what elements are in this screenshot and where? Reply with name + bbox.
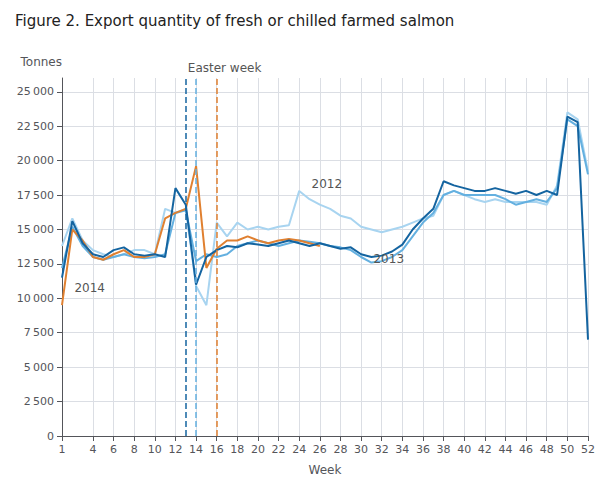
svg-text:15 000: 15 000	[17, 223, 54, 236]
svg-text:44: 44	[498, 443, 512, 456]
svg-text:8: 8	[131, 443, 138, 456]
svg-text:Week: Week	[309, 463, 342, 477]
svg-text:0: 0	[47, 430, 54, 443]
svg-text:10: 10	[148, 443, 162, 456]
svg-text:17 500: 17 500	[17, 189, 54, 202]
svg-text:52: 52	[581, 443, 595, 456]
svg-text:30: 30	[354, 443, 368, 456]
svg-text:12: 12	[168, 443, 182, 456]
svg-text:Easter week: Easter week	[188, 61, 262, 75]
svg-text:20: 20	[251, 443, 265, 456]
svg-text:Tonnes: Tonnes	[20, 55, 62, 69]
svg-text:32: 32	[375, 443, 389, 456]
svg-text:22 500: 22 500	[17, 120, 54, 133]
svg-text:22: 22	[272, 443, 286, 456]
svg-text:25 000: 25 000	[17, 85, 54, 98]
svg-text:10 000: 10 000	[17, 292, 54, 305]
svg-text:18: 18	[230, 443, 244, 456]
svg-text:2014: 2014	[74, 281, 105, 295]
svg-text:7 500: 7 500	[24, 326, 54, 339]
svg-text:2013: 2013	[373, 252, 404, 266]
svg-text:2012: 2012	[312, 177, 343, 191]
svg-text:34: 34	[395, 443, 409, 456]
svg-text:38: 38	[437, 443, 451, 456]
svg-text:50: 50	[560, 443, 574, 456]
svg-text:46: 46	[519, 443, 533, 456]
svg-text:1: 1	[59, 443, 66, 456]
svg-text:28: 28	[333, 443, 347, 456]
svg-text:42: 42	[478, 443, 492, 456]
svg-text:40: 40	[457, 443, 471, 456]
svg-text:6: 6	[110, 443, 117, 456]
svg-text:26: 26	[313, 443, 327, 456]
svg-text:36: 36	[416, 443, 430, 456]
svg-text:16: 16	[210, 443, 224, 456]
svg-text:2 500: 2 500	[24, 395, 54, 408]
svg-text:48: 48	[540, 443, 554, 456]
svg-text:Figure 2. Export quantity of f: Figure 2. Export quantity of fresh or ch…	[15, 12, 454, 30]
svg-text:12 500: 12 500	[17, 257, 54, 270]
svg-text:24: 24	[292, 443, 306, 456]
svg-text:4: 4	[89, 443, 96, 456]
svg-text:14: 14	[189, 443, 203, 456]
svg-text:20 000: 20 000	[17, 154, 54, 167]
svg-text:5 000: 5 000	[24, 361, 54, 374]
